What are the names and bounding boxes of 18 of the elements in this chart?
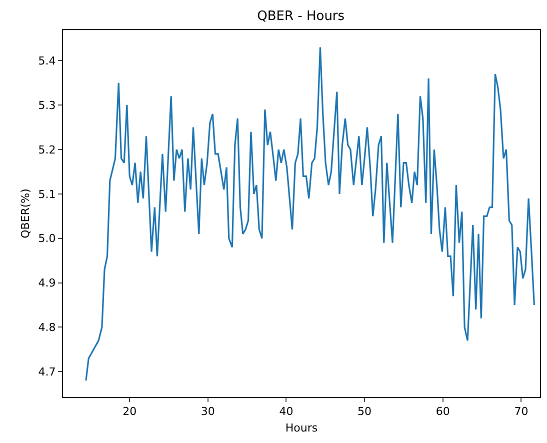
y-tick-label: 5.4 (38, 54, 56, 68)
chart-title: QBER - Hours (257, 9, 345, 24)
y-tick-label: 4.7 (38, 366, 56, 379)
x-tick-label: 20 (122, 405, 137, 418)
x-tick-label: 30 (200, 405, 215, 418)
y-tick-label: 5.2 (38, 143, 56, 156)
x-tick-label: 50 (358, 405, 372, 418)
x-tick-label: 70 (514, 405, 528, 418)
y-tick-label: 5.0 (38, 232, 56, 246)
x-axis-title: Hours (285, 421, 318, 434)
x-tick-label: 60 (436, 405, 450, 418)
x-tick-label: 40 (279, 405, 294, 418)
line-series (85, 46, 535, 382)
y-tick-label: 5.1 (38, 188, 56, 201)
y-tick-label: 4.9 (38, 276, 56, 290)
y-tick-label: 4.8 (38, 321, 56, 334)
y-tick-label: 5.3 (38, 98, 56, 112)
y-axis-title: QBER(%) (18, 188, 32, 238)
